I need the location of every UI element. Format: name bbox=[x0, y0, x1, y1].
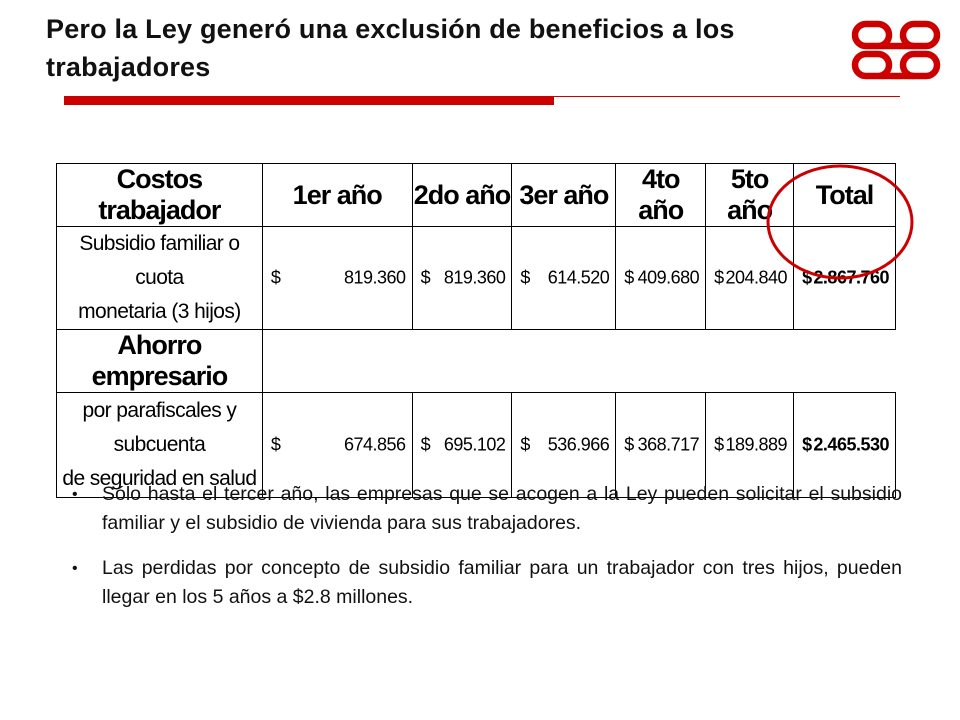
header-cell: 5to año bbox=[705, 163, 795, 227]
currency-symbol: $ bbox=[420, 434, 431, 455]
currency-symbol: $ bbox=[714, 267, 724, 288]
value-cell: $189.889 bbox=[705, 392, 795, 498]
bullet-dot-icon: • bbox=[72, 486, 78, 503]
currency-symbol: $ bbox=[420, 267, 431, 288]
currency-symbol: $ bbox=[270, 434, 281, 455]
value-cell: $204.840 bbox=[705, 226, 795, 330]
currency-symbol: $ bbox=[802, 267, 812, 288]
section-label: Ahorro empresario bbox=[56, 329, 263, 393]
bullet-list: • Sólo hasta el tercer año, las empresas … bbox=[72, 480, 902, 628]
title-underline-thin bbox=[554, 96, 900, 97]
value-amount: 819.360 bbox=[443, 267, 506, 288]
header-cell: 2do año bbox=[411, 163, 513, 227]
section-spacer bbox=[262, 330, 895, 393]
value-amount: 368.717 bbox=[637, 434, 700, 455]
row-label-line: de seguridad en salud bbox=[62, 467, 257, 490]
currency-symbol: $ bbox=[270, 267, 281, 288]
currency-symbol: $ bbox=[714, 434, 724, 455]
value-cell: $819.360 bbox=[411, 226, 513, 330]
header-cell: 3er año bbox=[511, 163, 617, 227]
row-label-line: monetaria (3 hijos) bbox=[78, 300, 241, 323]
value-amount: 204.840 bbox=[725, 267, 788, 288]
ccf-logo-icon bbox=[851, 20, 941, 80]
row-label: Subsidio familiar o cuota monetaria (3 h… bbox=[56, 226, 263, 330]
header-cell: 1er año bbox=[261, 163, 413, 227]
value-amount: 409.680 bbox=[637, 267, 700, 288]
bullet-text: Sólo hasta el tercer año, las empresas q… bbox=[102, 483, 902, 534]
currency-symbol: $ bbox=[802, 434, 812, 455]
value-amount: 819.360 bbox=[343, 267, 406, 288]
value-cell: $695.102 bbox=[411, 392, 513, 498]
value-cell: $674.856 bbox=[261, 392, 413, 498]
table-row: Subsidio familiar o cuota monetaria (3 h… bbox=[56, 226, 896, 330]
value-cell: $819.360 bbox=[261, 226, 413, 330]
value-amount: 189.889 bbox=[725, 434, 788, 455]
bullet-item: • Sólo hasta el tercer año, las empresas … bbox=[72, 480, 902, 538]
bullet-item: • Las perdidas por concepto de subsidio f… bbox=[72, 554, 902, 612]
row-label-line: por parafiscales y subcuenta bbox=[82, 399, 237, 456]
costs-table: Costos trabajador 1er año 2do año 3er añ… bbox=[56, 163, 896, 498]
header-cell: Costos trabajador bbox=[56, 163, 263, 227]
total-cell: $2.465.530 bbox=[793, 392, 896, 498]
row-label-line: Subsidio familiar o cuota bbox=[79, 232, 240, 289]
section-row: Ahorro empresario bbox=[56, 329, 896, 393]
currency-symbol: $ bbox=[624, 434, 634, 455]
row-label: por parafiscales y subcuenta de segurida… bbox=[56, 392, 263, 498]
table-row: por parafiscales y subcuenta de segurida… bbox=[56, 392, 896, 498]
header-cell: 4to año bbox=[615, 163, 707, 227]
value-amount: 695.102 bbox=[443, 434, 506, 455]
value-cell: $409.680 bbox=[615, 226, 707, 330]
value-cell: $536.966 bbox=[511, 392, 617, 498]
currency-symbol: $ bbox=[624, 267, 634, 288]
title-underline-accent bbox=[64, 96, 554, 105]
bullet-dot-icon: • bbox=[72, 560, 78, 577]
value-amount: 614.520 bbox=[547, 267, 610, 288]
table-header-row: Costos trabajador 1er año 2do año 3er añ… bbox=[56, 163, 896, 227]
slide-title: Pero la Ley generó una exclusión de bene… bbox=[46, 14, 735, 82]
value-amount: 536.966 bbox=[547, 434, 610, 455]
total-amount: 2.465.530 bbox=[813, 434, 889, 455]
currency-symbol: $ bbox=[520, 434, 530, 455]
bullet-text: Las perdidas por concepto de subsidio fa… bbox=[102, 557, 902, 608]
value-cell: $614.520 bbox=[511, 226, 617, 330]
currency-symbol: $ bbox=[520, 267, 530, 288]
highlight-circle bbox=[766, 164, 914, 280]
value-cell: $368.717 bbox=[615, 392, 707, 498]
value-amount: 674.856 bbox=[343, 434, 406, 455]
